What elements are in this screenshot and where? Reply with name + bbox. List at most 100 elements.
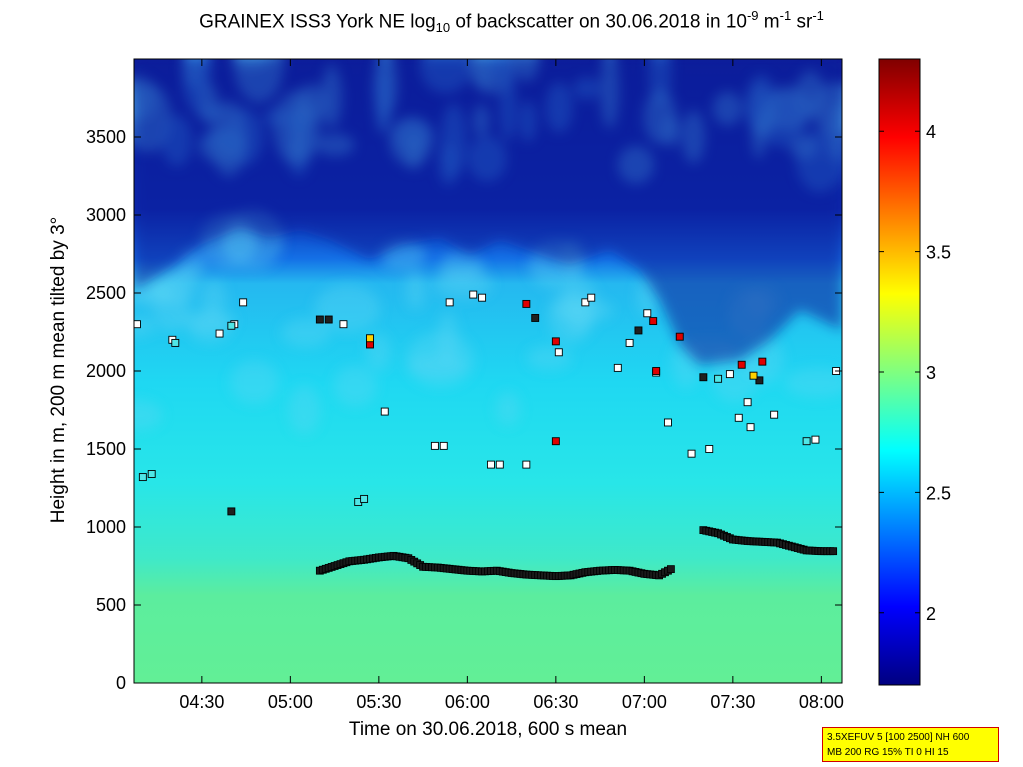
data-marker <box>625 338 634 347</box>
data-marker <box>758 357 767 366</box>
plot-area <box>134 59 842 683</box>
marker-layer <box>134 290 841 516</box>
data-marker <box>705 445 714 453</box>
data-marker <box>725 370 734 379</box>
texture-blob <box>526 346 572 370</box>
data-marker <box>531 314 540 322</box>
data-marker <box>147 470 156 478</box>
y-tick-label: 0 <box>116 673 126 693</box>
texture-blob <box>201 279 227 317</box>
data-marker <box>469 290 478 299</box>
data-marker <box>664 418 672 427</box>
data-marker <box>699 373 708 382</box>
data-marker <box>380 407 389 416</box>
texture-blob <box>433 269 493 300</box>
data-marker <box>802 437 811 446</box>
data-marker <box>522 460 531 469</box>
data-marker <box>652 367 661 375</box>
data-marker <box>171 338 180 347</box>
texture-blob <box>437 312 459 364</box>
data-marker <box>755 376 764 385</box>
data-marker <box>714 374 723 383</box>
texture-blob <box>495 391 521 426</box>
data-marker <box>811 435 820 444</box>
layer-marker <box>829 547 838 556</box>
data-marker <box>587 293 596 302</box>
colorbar-ticks: 2 2.5 3 3.5 4 <box>879 122 951 624</box>
data-marker <box>675 332 684 341</box>
data-marker <box>737 360 746 369</box>
texture-blob <box>281 318 331 348</box>
data-marker <box>734 413 743 422</box>
data-marker <box>227 507 236 516</box>
x-tick-label: 08:00 <box>799 692 844 712</box>
data-marker <box>687 449 696 458</box>
chart-title: GRAINEX ISS3 York NE log10 of backscatte… <box>199 8 824 36</box>
x-tick-label: 06:00 <box>445 692 490 712</box>
x-axis: 04:30 05:00 05:30 06:00 06:30 07:00 07:30 08:00 <box>179 59 844 712</box>
data-marker <box>138 473 147 482</box>
data-marker <box>770 410 779 419</box>
data-marker <box>749 371 758 380</box>
data-marker <box>581 298 590 307</box>
colorbar-tick-label: 3 <box>926 363 936 383</box>
y-tick-label: 1500 <box>86 439 126 459</box>
data-marker <box>134 320 141 329</box>
data-marker <box>643 309 652 318</box>
data-marker <box>478 293 487 302</box>
data-marker <box>613 363 622 372</box>
free-troposphere-region <box>134 59 842 365</box>
colorbar-tick-label: 3.5 <box>926 243 951 263</box>
data-marker <box>339 320 348 329</box>
y-tick-label: 1000 <box>86 517 126 537</box>
y-axis: 0 500 1000 1500 2000 2500 3000 3500 <box>86 127 842 693</box>
y-axis-label: Height in m, 200 m mean tilted by 3° <box>48 217 69 523</box>
texture-blob <box>178 309 237 332</box>
texture-blob <box>134 400 163 431</box>
data-marker <box>430 441 439 450</box>
data-marker <box>315 315 324 324</box>
data-marker <box>522 299 531 308</box>
settings-info-box: 3.5XEFUV 5 [100 2500] NH 600 MB 200 RG 1… <box>822 727 999 762</box>
colorbar-tick-label: 2.5 <box>926 483 951 503</box>
data-marker <box>743 398 752 407</box>
data-marker <box>634 326 643 335</box>
texture-blob <box>288 385 321 435</box>
texture-blob <box>230 360 279 405</box>
texture-blob <box>551 298 614 323</box>
data-marker <box>554 348 563 357</box>
data-marker <box>366 334 374 343</box>
x-tick-label: 04:30 <box>179 692 224 712</box>
data-marker <box>551 337 560 346</box>
y-tick-label: 2500 <box>86 283 126 303</box>
x-tick-label: 05:00 <box>268 692 313 712</box>
data-marker <box>215 329 224 338</box>
y-tick-label: 2000 <box>86 361 126 381</box>
data-marker <box>360 494 369 503</box>
x-tick-label: 07:00 <box>622 692 667 712</box>
colorbar-tick-label: 2 <box>926 604 936 624</box>
texture-blob <box>333 365 377 407</box>
colorbar-tick-label: 4 <box>926 122 936 142</box>
y-tick-label: 3000 <box>86 205 126 225</box>
data-marker <box>746 423 755 432</box>
texture-blob <box>408 353 467 377</box>
data-marker <box>324 315 333 324</box>
black-marker-layer <box>315 526 838 581</box>
data-marker <box>649 317 658 326</box>
colorbar <box>878 58 921 686</box>
texture-blob <box>784 368 842 398</box>
data-marker <box>239 298 248 307</box>
texture-blob <box>405 271 426 310</box>
y-tick-label: 3500 <box>86 127 126 147</box>
y-tick-label: 500 <box>96 595 126 615</box>
data-marker <box>227 321 236 330</box>
data-marker <box>551 437 560 446</box>
info-line-2: MB 200 RG 15% TI 0 HI 15 <box>827 747 949 758</box>
data-marker <box>439 441 448 450</box>
x-tick-label: 06:30 <box>533 692 578 712</box>
layer-marker <box>667 565 675 574</box>
x-axis-label: Time on 30.06.2018, 600 s mean <box>349 719 627 740</box>
data-marker <box>495 460 504 469</box>
